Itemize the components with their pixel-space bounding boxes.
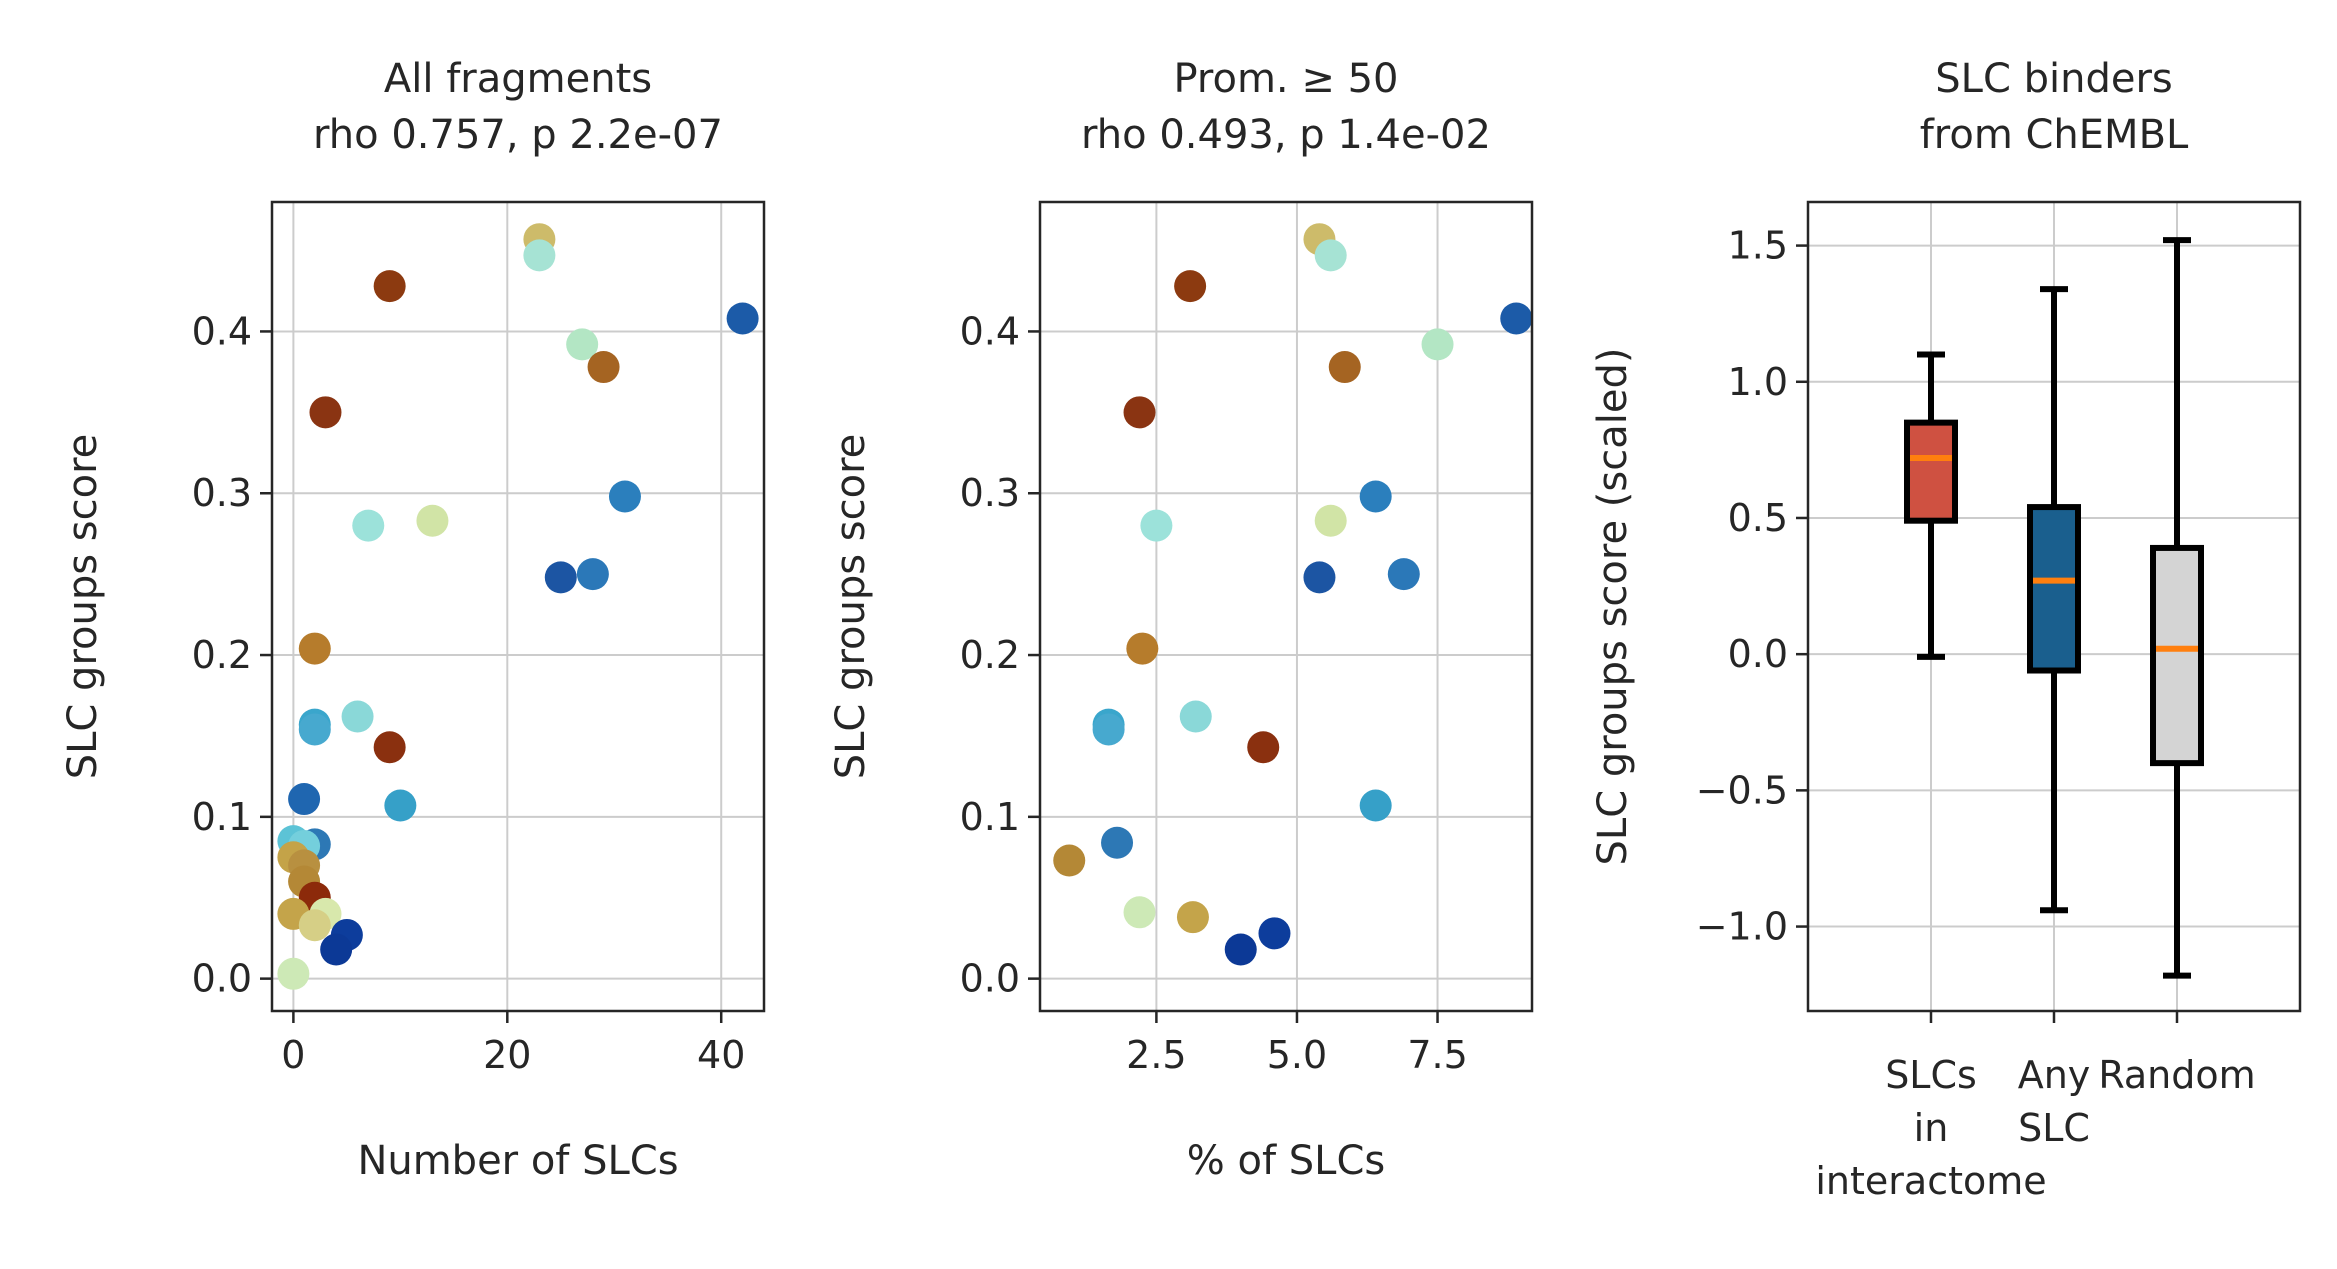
scatter-point: [1328, 351, 1361, 384]
y-tick-label: 1.5: [1728, 224, 1788, 268]
y-tick-label: 0.1: [960, 795, 1020, 839]
chart-title-line: Prom. ≥ 50: [1174, 56, 1399, 102]
y-axis-label: SLC groups score (scaled): [1590, 348, 1636, 866]
scatter-point: [1224, 933, 1257, 966]
y-tick-label: 0.4: [960, 309, 1020, 353]
y-tick-label: 1.0: [1728, 360, 1788, 404]
x-tick-label: SLCs: [1885, 1053, 1977, 1097]
axes-frame: [270, 200, 766, 1013]
scatter-point: [277, 957, 310, 990]
x-axis-label: Number of SLCs: [357, 1138, 678, 1184]
x-tick-label: Random: [2098, 1053, 2255, 1097]
scatter-point: [1421, 328, 1454, 361]
scatter-point: [1140, 509, 1173, 542]
x-tick-label: 40: [697, 1033, 745, 1077]
scatter-point: [1314, 504, 1347, 537]
scatter-point: [1179, 700, 1212, 733]
box-body: [2027, 504, 2081, 674]
scatter-point: [587, 351, 620, 384]
y-tick-label: 0.2: [960, 633, 1020, 677]
scatter-point: [320, 933, 353, 966]
scatter-point: [566, 328, 599, 361]
x-tick-label: 20: [483, 1033, 531, 1077]
scatter-point: [1123, 896, 1156, 929]
scatter-point: [576, 558, 609, 591]
scatter-point: [1176, 901, 1209, 934]
y-tick-label: 0.4: [192, 309, 252, 353]
scatter-point: [726, 302, 759, 335]
panel-chembl-binders: SLC binders from ChEMBL −1.0 −0.5 0.0 0.5 1.0 1…: [1590, 56, 2302, 1203]
axes-frame: [1806, 200, 2302, 1013]
y-tick-label: 0.0: [960, 957, 1020, 1001]
scatter-point: [1247, 731, 1280, 764]
scatter-point: [1500, 302, 1533, 335]
scatter-point: [373, 270, 406, 303]
scatter-point: [1101, 826, 1134, 859]
scatter-point: [352, 509, 385, 542]
scatter-point: [1092, 713, 1125, 746]
scatter-point: [1359, 480, 1392, 513]
y-axis-label: SLC groups score: [828, 434, 874, 780]
scatter-point: [341, 700, 374, 733]
y-tick-label: −1.0: [1696, 905, 1788, 949]
scatter-point: [384, 789, 417, 822]
x-tick-label: in: [1914, 1106, 1949, 1150]
y-tick-label: 0.3: [192, 471, 252, 515]
chart-title-line: All fragments: [384, 56, 652, 102]
scatter-point: [1123, 396, 1156, 429]
scatter-point: [1314, 239, 1347, 272]
y-tick-label: 0.3: [960, 471, 1020, 515]
y-tick-label: 0.0: [192, 957, 252, 1001]
x-tick-label: Any: [2018, 1053, 2091, 1097]
scatter-point: [1387, 558, 1420, 591]
chart-title-line: rho 0.757, p 2.2e-07: [313, 112, 723, 158]
y-tick-label: 0.5: [1728, 496, 1788, 540]
panel-prom-50: Prom. ≥ 50 rho 0.493, p 1.4e-02 0.0 0.1 0.2 0…: [828, 56, 1534, 1184]
scatter-point: [523, 239, 556, 272]
x-tick-label: 0: [281, 1033, 305, 1077]
axes-frame: [1038, 200, 1534, 1013]
scatter-point: [1258, 917, 1291, 950]
scatter-point: [1303, 561, 1336, 594]
y-axis-label: SLC groups score: [60, 434, 106, 780]
scatter-point: [1359, 789, 1392, 822]
y-tick-label: 0.0: [1728, 632, 1788, 676]
x-tick-label: SLC: [2018, 1106, 2090, 1150]
chart-title-line: SLC binders: [1935, 56, 2172, 102]
y-tick-label: −0.5: [1696, 768, 1788, 812]
scatter-point: [309, 396, 342, 429]
y-tick-label: 0.1: [192, 795, 252, 839]
scatter-point: [608, 480, 641, 513]
scatter-point: [1174, 270, 1207, 303]
x-tick-label: 7.5: [1407, 1033, 1467, 1077]
y-tick-label: 0.2: [192, 633, 252, 677]
scatter-point: [298, 909, 331, 942]
chart-title-line: from ChEMBL: [1920, 112, 2189, 158]
box-body: [1904, 419, 1958, 524]
scatter-point: [1126, 632, 1159, 665]
scatter-point: [298, 713, 331, 746]
scatter-point: [416, 504, 449, 537]
panel-all-fragments: All fragments rho 0.757, p 2.2e-07 0.0 0.1 0…: [60, 56, 766, 1184]
scatter-point: [1053, 844, 1086, 877]
x-tick-label: interactome: [1815, 1159, 2046, 1203]
scatter-point: [373, 731, 406, 764]
scatter-point: [288, 783, 321, 816]
box-body: [2150, 544, 2204, 767]
x-tick-label: 5.0: [1267, 1033, 1327, 1077]
scatter-point: [298, 632, 331, 665]
x-tick-label: 2.5: [1126, 1033, 1186, 1077]
x-axis-label: % of SLCs: [1187, 1138, 1385, 1184]
chart-title-line: rho 0.493, p 1.4e-02: [1081, 112, 1491, 158]
scatter-point: [544, 561, 577, 594]
